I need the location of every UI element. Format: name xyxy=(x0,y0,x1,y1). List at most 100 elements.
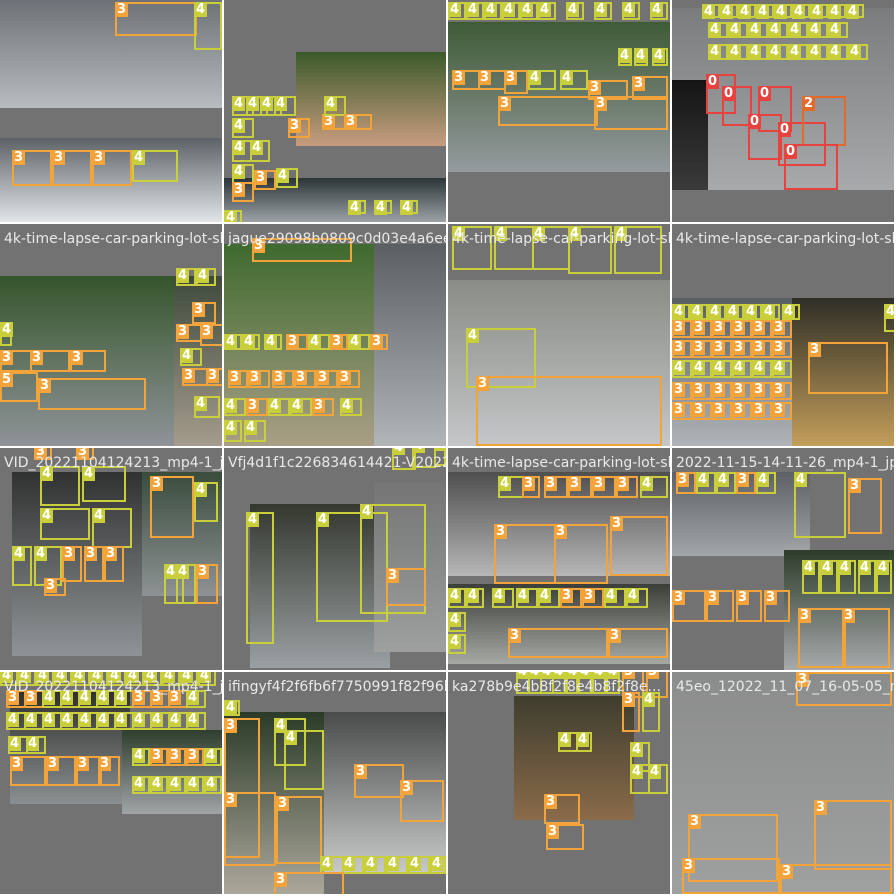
class-label: 4 xyxy=(348,200,362,215)
class-label: 4 xyxy=(324,96,338,111)
bounding-box: 4 xyxy=(466,588,484,608)
class-label: 4 xyxy=(792,4,806,19)
bounding-box: 4 xyxy=(244,420,266,442)
class-label: 3 xyxy=(330,334,344,349)
bounding-box: 3 xyxy=(610,516,668,576)
class-label: 4 xyxy=(180,348,194,363)
bounding-box: 4 xyxy=(18,672,36,686)
class-label: 4 xyxy=(768,22,782,37)
bounding-box: 3 xyxy=(712,382,732,400)
class-label: 4 xyxy=(144,672,158,683)
class-label: 4 xyxy=(92,508,106,523)
bounding-box: 3 xyxy=(98,756,120,786)
class-label: 4 xyxy=(40,508,54,523)
bounding-box: 4 xyxy=(224,334,242,350)
bounding-box: 4 xyxy=(232,118,254,138)
bounding-box: 3 xyxy=(772,382,792,400)
bounding-box: 4 xyxy=(578,672,592,694)
bounding-box: 3 xyxy=(274,872,344,894)
bounding-box: 4 xyxy=(838,560,856,594)
bounding-box: 4 xyxy=(164,564,184,604)
bounding-box: 3 xyxy=(10,756,46,786)
class-label: 3 xyxy=(622,672,636,679)
class-label: 4 xyxy=(794,472,808,487)
class-label: 4 xyxy=(630,742,644,757)
class-label: 4 xyxy=(516,588,530,603)
image-tile: 4k-time-lapse-car-parking-lot-sho...4444… xyxy=(448,224,670,446)
class-label: 4 xyxy=(268,398,282,413)
bounding-box: 4 xyxy=(594,2,612,20)
bounding-box: 4 xyxy=(162,672,180,686)
class-label: 4 xyxy=(340,398,354,413)
class-label: 0 xyxy=(748,114,762,129)
bounding-box: 3 xyxy=(34,448,52,460)
bounding-box: 3 xyxy=(780,864,892,894)
bounding-box: 3 xyxy=(682,858,780,894)
bounding-box: 3 xyxy=(186,748,204,766)
class-label: 3 xyxy=(808,342,822,357)
class-label: 4 xyxy=(186,712,200,727)
class-label: 4 xyxy=(756,472,770,487)
class-label: 4 xyxy=(246,512,260,527)
class-label: 3 xyxy=(688,814,702,829)
bounding-box: 4 xyxy=(364,856,386,874)
class-label: 4 xyxy=(540,672,554,679)
class-label: 3 xyxy=(76,756,90,771)
class-label: 3 xyxy=(736,590,750,605)
bounding-box: 4 xyxy=(246,512,274,644)
class-label: 3 xyxy=(12,150,26,165)
class-label: 3 xyxy=(400,780,414,795)
class-label: 4 xyxy=(690,304,704,319)
class-label: 4 xyxy=(132,150,146,165)
bounding-box: 4 xyxy=(648,764,668,794)
bounding-box: 4 xyxy=(90,672,108,686)
bounding-box: 3 xyxy=(616,476,638,498)
class-label: 3 xyxy=(132,690,146,705)
bounding-box: 3 xyxy=(92,150,132,186)
bounding-box: 3 xyxy=(522,476,540,498)
class-label: 4 xyxy=(276,168,290,183)
class-label: 4 xyxy=(290,398,304,413)
class-label: 3 xyxy=(494,524,508,539)
class-label: 3 xyxy=(712,320,726,335)
class-label: 3 xyxy=(312,398,326,413)
bounding-box: 3 xyxy=(692,340,712,358)
class-label: 3 xyxy=(294,370,308,385)
class-label: 3 xyxy=(168,748,182,763)
bounding-box: 3 xyxy=(354,764,404,798)
bounding-box: 0 xyxy=(784,144,838,190)
class-label: 4 xyxy=(848,44,862,59)
bounding-box: 4 xyxy=(792,4,810,19)
class-label: 3 xyxy=(672,340,686,355)
class-label: 4 xyxy=(828,44,842,59)
bounding-box: 4 xyxy=(726,304,744,320)
bounding-box: 4 xyxy=(756,4,774,19)
bounding-box: 4 xyxy=(194,396,220,418)
bounding-box: 4 xyxy=(810,4,828,19)
class-label: 4 xyxy=(652,48,666,63)
bounding-box: 4 xyxy=(232,164,254,184)
bounding-box: 4 xyxy=(400,200,418,215)
bounding-box: 4 xyxy=(614,226,662,274)
bounding-box: 4 xyxy=(634,48,648,66)
bounding-box: 4 xyxy=(392,448,416,470)
class-label: 4 xyxy=(756,4,770,19)
bounding-box: 4 xyxy=(448,634,466,654)
bounding-box: 4 xyxy=(606,672,620,694)
class-label: 4 xyxy=(18,672,32,683)
bounding-box: 4 xyxy=(652,48,668,66)
bounding-box: 4 xyxy=(374,200,392,215)
class-label: 4 xyxy=(320,856,334,871)
class-label: 4 xyxy=(244,420,258,435)
bounding-box: 4 xyxy=(630,764,650,794)
bounding-box: 4 xyxy=(92,508,132,548)
class-label: 4 xyxy=(448,588,462,603)
bounding-box: 4 xyxy=(12,546,32,586)
bounding-box: 3 xyxy=(286,334,308,350)
class-label: 4 xyxy=(164,564,178,579)
bounding-box: 4 xyxy=(728,44,748,60)
bounding-box: 4 xyxy=(144,672,162,686)
bounding-box: 4 xyxy=(622,2,640,20)
tile-caption: VID_20221104124213_mp4-1_jpg.... xyxy=(4,679,222,695)
bounding-box: 3 xyxy=(246,398,268,416)
